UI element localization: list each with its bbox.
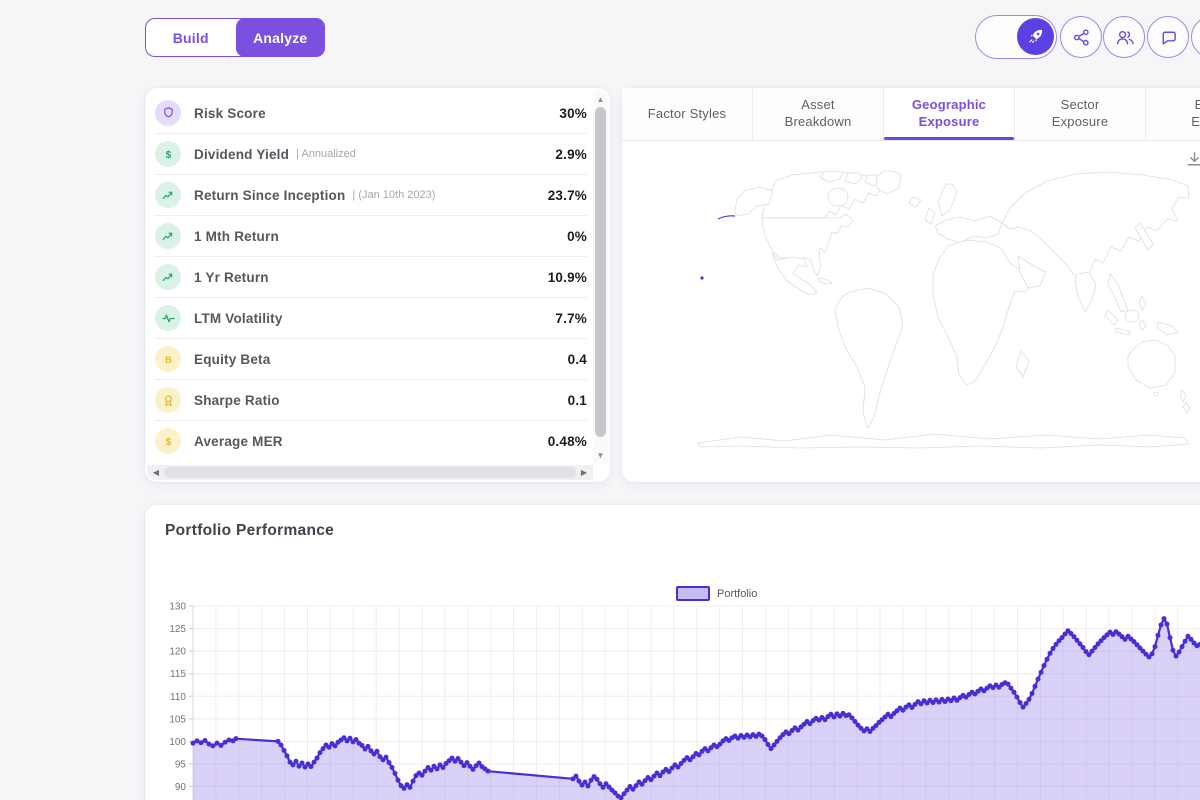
members-button[interactable]	[1103, 16, 1145, 58]
analyze-button[interactable]: Analyze	[235, 18, 325, 57]
metric-value: 7.7%	[555, 310, 587, 326]
scroll-left-arrow[interactable]: ◀	[152, 468, 160, 477]
download-icon	[1185, 150, 1200, 169]
metric-row[interactable]: Equity Beta 0.4	[155, 339, 587, 380]
metric-row[interactable]: 1 Yr Return 10.9%	[155, 257, 587, 298]
map-region-hawaii	[700, 276, 704, 280]
exposure-panel: Factor Styles Asset Breakdown Geographic E…	[622, 88, 1200, 482]
metric-row[interactable]: 1 Mth Return 0%	[155, 216, 587, 257]
map-region-africa	[932, 239, 1034, 386]
metrics-list: Risk Score 30% Dividend Yield | Annualiz…	[145, 93, 593, 461]
metric-value: 10.9%	[547, 269, 587, 285]
svg-text:130: 130	[169, 602, 186, 613]
horizontal-scroll-thumb[interactable]	[164, 467, 576, 478]
build-button[interactable]: Build	[172, 29, 209, 46]
metric-label: Sharpe Ratio	[194, 392, 280, 408]
geographic-exposure-map[interactable]	[680, 170, 1192, 460]
portfolio-metrics-panel: Risk Score 30% Dividend Yield | Annualiz…	[145, 88, 610, 482]
rocket-toggle[interactable]	[975, 15, 1057, 59]
map-region-greenland	[875, 170, 902, 195]
trend-up-icon	[155, 223, 181, 249]
performance-title: Portfolio Performance	[165, 522, 335, 539]
vertical-scrollbar[interactable]: ▲ ▼	[593, 90, 608, 464]
chart-legend: Portfolio	[676, 586, 757, 601]
share-icon	[1071, 27, 1092, 48]
metric-row[interactable]: Average MER 0.48%	[155, 421, 587, 461]
metric-row[interactable]: Dividend Yield | Annualized 2.9%	[155, 134, 587, 175]
download-button[interactable]	[1185, 150, 1200, 169]
build-analyze-toggle: Build Analyze	[145, 18, 325, 57]
scroll-up-arrow[interactable]: ▲	[596, 94, 605, 104]
map-region-australia	[1127, 339, 1176, 389]
metric-value: 0.4	[567, 351, 587, 367]
metric-label: Dividend Yield	[194, 146, 290, 162]
svg-text:110: 110	[170, 692, 186, 703]
metric-value: 2.9%	[555, 146, 587, 162]
map-region-south-america	[834, 287, 904, 429]
metric-label: 1 Yr Return	[194, 269, 269, 285]
svg-text:90: 90	[175, 782, 187, 793]
tab-partial-edge[interactable]: EEx	[1146, 88, 1200, 140]
map-region-antarctica	[697, 433, 1190, 449]
metric-row[interactable]: Risk Score 30%	[155, 93, 587, 134]
chat-icon	[1158, 27, 1179, 48]
tab-asset-breakdown[interactable]: Asset Breakdown	[753, 88, 884, 140]
svg-text:95: 95	[175, 759, 187, 770]
portfolio-performance-panel: Portfolio Performance Portfolio 130 125 12…	[145, 505, 1200, 800]
tab-factor-styles[interactable]: Factor Styles	[622, 88, 753, 140]
scroll-right-arrow[interactable]: ▶	[580, 468, 588, 477]
svg-text:125: 125	[169, 624, 186, 635]
metric-label: LTM Volatility	[194, 310, 283, 326]
metric-row[interactable]: LTM Volatility 7.7%	[155, 298, 587, 339]
share-button[interactable]	[1060, 16, 1102, 58]
metric-label: Average MER	[194, 433, 283, 449]
beta-icon	[155, 346, 181, 372]
exposure-tabs: Factor Styles Asset Breakdown Geographic E…	[622, 88, 1200, 141]
metric-label: Equity Beta	[194, 351, 271, 367]
metric-value: 0.1	[567, 392, 587, 408]
members-icon	[1114, 27, 1135, 48]
svg-text:105: 105	[169, 714, 186, 725]
metric-label: Return Since Inception	[194, 187, 346, 203]
metric-sublabel: | Annualized	[296, 148, 356, 160]
performance-chart[interactable]: 130 125 120 115 110 105 100 95 90	[145, 600, 1200, 800]
shield-icon	[155, 100, 181, 126]
svg-text:115: 115	[170, 669, 186, 680]
metric-value: 0.48%	[547, 433, 587, 449]
metric-sublabel: | (Jan 10th 2023)	[352, 189, 436, 201]
svg-text:100: 100	[169, 737, 186, 748]
chat-button[interactable]	[1147, 16, 1189, 58]
horizontal-scrollbar[interactable]: ◀ ▶	[147, 465, 593, 480]
tab-sector-exposure[interactable]: Sector Exposure	[1015, 88, 1146, 140]
trend-up-icon	[155, 264, 181, 290]
award-icon	[155, 387, 181, 413]
metric-label: Risk Score	[194, 105, 266, 121]
map-region-alaska	[734, 186, 774, 217]
activity-icon	[155, 305, 181, 331]
tab-geographic-exposure[interactable]: Geographic Exposure	[884, 88, 1015, 140]
map-region-canada	[761, 171, 883, 219]
map-hudson-bay	[827, 187, 849, 207]
svg-text:120: 120	[169, 647, 186, 658]
scroll-down-arrow[interactable]: ▼	[596, 450, 605, 460]
rocket-icon	[1017, 18, 1054, 55]
metric-value: 0%	[567, 228, 587, 244]
dollar-icon	[155, 141, 181, 167]
vertical-scroll-thumb[interactable]	[595, 107, 606, 437]
edge-partial-button[interactable]	[1191, 16, 1200, 58]
legend-label: Portfolio	[717, 587, 758, 600]
metric-label: 1 Mth Return	[194, 228, 279, 244]
legend-swatch-portfolio	[676, 586, 710, 601]
metric-value: 30%	[559, 105, 587, 121]
metric-row[interactable]: Sharpe Ratio 0.1	[155, 380, 587, 421]
trend-up-icon	[155, 182, 181, 208]
metric-value: 23.7%	[547, 187, 587, 203]
map-region-united-states	[761, 213, 854, 277]
metric-row[interactable]: Return Since Inception | (Jan 10th 2023)…	[155, 175, 587, 216]
dollar-icon	[155, 428, 181, 454]
